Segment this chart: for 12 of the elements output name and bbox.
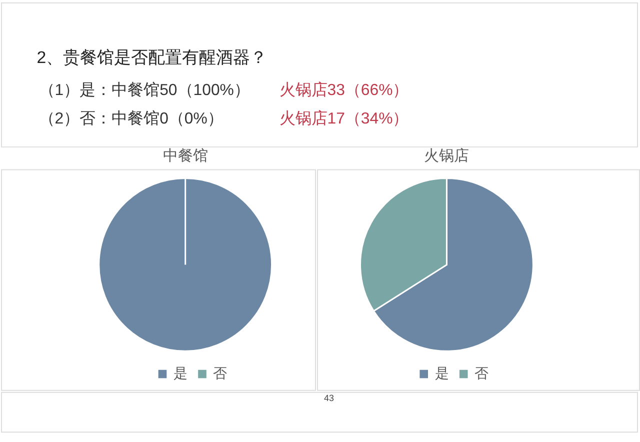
chart-title: 中餐馆 [162,146,208,164]
text: 火锅店17（34%） [279,110,409,128]
legend-label: 是 [173,366,188,382]
legend-label: 否 [474,366,489,382]
legend-label: 是 [434,366,449,382]
chart-title: 火锅店 [424,146,470,164]
text: 火锅店33（66%） [279,80,409,99]
text: 43 [324,392,334,403]
text: （2）否：中餐馆0（0%） [38,110,224,128]
legend-label: 否 [213,366,228,382]
text: （1）是：中餐馆50（100%） [38,80,250,99]
text: 2、贵餐馆是否配置有醒酒器？ [36,48,268,67]
